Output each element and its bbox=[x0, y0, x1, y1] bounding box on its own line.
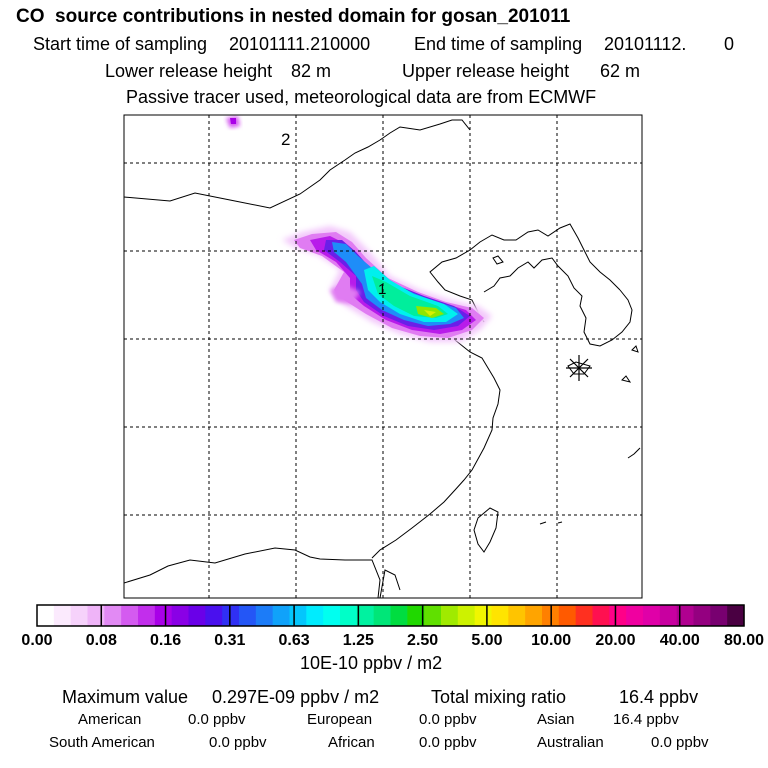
max-value: 0.297E-09 ppbv / m2 bbox=[212, 687, 380, 707]
region-australian-value: 0.0 ppbv bbox=[651, 734, 709, 751]
colorbar-cell bbox=[441, 605, 459, 626]
colorbar-cell bbox=[104, 605, 122, 626]
region-african-label: African bbox=[328, 734, 375, 751]
region-asian-value: 16.4 ppbv bbox=[613, 711, 679, 728]
colorbar-cell bbox=[592, 605, 610, 626]
colorbar-tick-label: 1.25 bbox=[342, 632, 374, 649]
colorbar-tick-label: 80.00 bbox=[723, 632, 765, 649]
colorbar-frame bbox=[36, 604, 745, 627]
colorbar-cell bbox=[676, 605, 695, 626]
colorbar-cell bbox=[138, 605, 156, 626]
colorbar-cell bbox=[558, 605, 577, 626]
colorbar-tick-label: 10.00 bbox=[531, 632, 572, 649]
upper-release-value: 62 m bbox=[600, 61, 641, 81]
colorbar-cell bbox=[306, 605, 324, 626]
colorbar-tick-label: 20.00 bbox=[595, 632, 636, 649]
colorbar-cell bbox=[171, 605, 190, 626]
end-time-extra: 0 bbox=[724, 34, 735, 54]
region-south-american-value: 0.0 ppbv bbox=[209, 734, 267, 751]
colorbar-tick-label: 5.00 bbox=[471, 632, 503, 649]
colorbar-cell bbox=[222, 605, 240, 626]
colorbar-cell bbox=[508, 605, 526, 626]
colorbar-cell bbox=[87, 605, 105, 626]
colorbar-tick-label: 0.00 bbox=[21, 632, 53, 649]
colorbar-cell bbox=[272, 605, 291, 626]
graticule bbox=[124, 115, 642, 598]
colorbar-cell bbox=[239, 605, 257, 626]
total-mixing-value: 16.4 ppbv bbox=[619, 687, 699, 707]
upper-release-label: Upper release height bbox=[402, 61, 570, 81]
lower-release-label: Lower release height bbox=[105, 61, 273, 81]
colorbar-cell bbox=[373, 605, 392, 626]
colorbar-cell bbox=[323, 605, 341, 626]
colorbar-cell bbox=[205, 605, 223, 626]
region-african-value: 0.0 ppbv bbox=[419, 734, 477, 751]
colorbar-cell bbox=[727, 605, 745, 626]
start-time-value: 20101111.210000 bbox=[229, 34, 371, 54]
map-label-region-2: 2 bbox=[281, 130, 291, 149]
end-time-label: End time of sampling bbox=[414, 34, 583, 54]
region-european-label: European bbox=[307, 711, 373, 728]
end-time-value: 20101112. bbox=[604, 34, 687, 54]
colorbar-cell bbox=[710, 605, 728, 626]
colorbar-cell bbox=[643, 605, 661, 626]
colorbar-cell bbox=[626, 605, 644, 626]
region-american-value: 0.0 ppbv bbox=[188, 711, 246, 728]
colorbar-cell bbox=[53, 605, 72, 626]
colorbar-tick-label: 40.00 bbox=[659, 632, 700, 649]
colorbar-tick-label: 0.16 bbox=[149, 632, 182, 649]
colorbar-cell bbox=[474, 605, 493, 626]
colorbar-cell bbox=[491, 605, 509, 626]
region-european-value: 0.0 ppbv bbox=[419, 711, 477, 728]
start-time-label: Start time of sampling bbox=[33, 34, 208, 54]
colorbar-cell bbox=[693, 605, 711, 626]
tracer-plume bbox=[226, 116, 492, 342]
colorbar-cell bbox=[340, 605, 358, 626]
colorbar-units: 10E-10 ppbv / m2 bbox=[300, 653, 443, 673]
colorbar-tick-label: 0.08 bbox=[85, 632, 117, 649]
colorbar-cell bbox=[121, 605, 139, 626]
colorbar-cell bbox=[659, 605, 678, 626]
colorbar-cell bbox=[407, 605, 425, 626]
colorbar-cell bbox=[609, 605, 627, 626]
colorbar-tick-label: 0.31 bbox=[214, 632, 246, 649]
max-value-label: Maximum value bbox=[62, 687, 189, 707]
colorbar-cell bbox=[356, 605, 375, 626]
lower-release-value: 82 m bbox=[291, 61, 332, 81]
colorbar-cell bbox=[575, 605, 594, 626]
region-south-american-label: South American bbox=[49, 734, 155, 751]
region-american-label: American bbox=[78, 711, 142, 728]
map-frame bbox=[123, 114, 643, 599]
map-label-region-1: 1 bbox=[378, 281, 387, 298]
colorbar-tick-label: 0.63 bbox=[278, 632, 310, 649]
colorbar-cell bbox=[289, 605, 307, 626]
colorbar-cell bbox=[37, 605, 55, 626]
total-mixing-label: Total mixing ratio bbox=[431, 687, 567, 707]
colorbar-cell bbox=[424, 605, 442, 626]
colorbar bbox=[37, 605, 745, 626]
colorbar-cell bbox=[154, 605, 173, 626]
region-australian-label: Australian bbox=[537, 734, 604, 751]
tracer-note: Passive tracer used, meteorological data… bbox=[126, 87, 597, 107]
plot-title: CO source contributions in nested domain… bbox=[16, 6, 571, 27]
colorbar-cell bbox=[525, 605, 543, 626]
colorbar-cell bbox=[390, 605, 408, 626]
colorbar-cell bbox=[255, 605, 274, 626]
colorbar-cell bbox=[457, 605, 476, 626]
colorbar-cell bbox=[188, 605, 206, 626]
colorbar-cell bbox=[70, 605, 89, 626]
asterisk-icon bbox=[566, 355, 592, 381]
region-asian-label: Asian bbox=[537, 711, 575, 728]
coastlines bbox=[124, 119, 641, 598]
colorbar-tick-label: 2.50 bbox=[407, 632, 439, 649]
